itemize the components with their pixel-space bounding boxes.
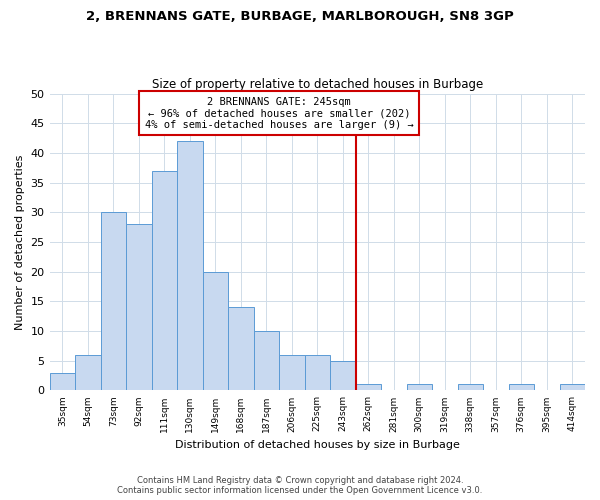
Bar xyxy=(228,308,254,390)
Bar xyxy=(356,384,381,390)
Bar xyxy=(560,384,585,390)
Text: 2 BRENNANS GATE: 245sqm
← 96% of detached houses are smaller (202)
4% of semi-de: 2 BRENNANS GATE: 245sqm ← 96% of detache… xyxy=(145,96,413,130)
Bar xyxy=(254,331,279,390)
Bar xyxy=(458,384,483,390)
Bar xyxy=(279,355,305,390)
Bar xyxy=(152,170,177,390)
Bar xyxy=(203,272,228,390)
X-axis label: Distribution of detached houses by size in Burbage: Distribution of detached houses by size … xyxy=(175,440,460,450)
Bar xyxy=(50,372,75,390)
Bar xyxy=(330,360,356,390)
Bar xyxy=(177,141,203,390)
Bar xyxy=(509,384,534,390)
Title: Size of property relative to detached houses in Burbage: Size of property relative to detached ho… xyxy=(152,78,483,91)
Bar xyxy=(126,224,152,390)
Bar xyxy=(101,212,126,390)
Text: Contains HM Land Registry data © Crown copyright and database right 2024.
Contai: Contains HM Land Registry data © Crown c… xyxy=(118,476,482,495)
Bar xyxy=(75,355,101,390)
Bar xyxy=(407,384,432,390)
Bar xyxy=(305,355,330,390)
Text: 2, BRENNANS GATE, BURBAGE, MARLBOROUGH, SN8 3GP: 2, BRENNANS GATE, BURBAGE, MARLBOROUGH, … xyxy=(86,10,514,23)
Y-axis label: Number of detached properties: Number of detached properties xyxy=(15,154,25,330)
